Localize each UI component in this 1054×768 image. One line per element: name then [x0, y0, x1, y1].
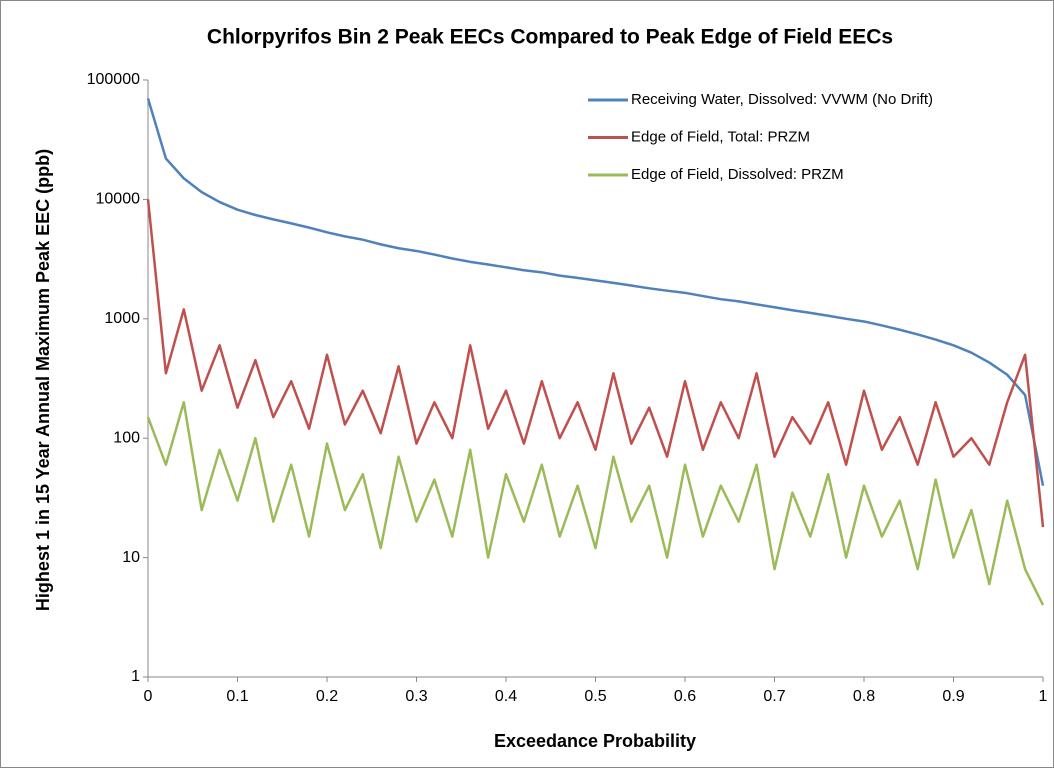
y-tick-label: 1000	[104, 310, 140, 327]
legend-label: Edge of Field, Dissolved: PRZM	[631, 166, 844, 183]
x-tick-label: 1	[1039, 688, 1048, 705]
y-tick-label: 100000	[87, 71, 140, 88]
legend-label: Receiving Water, Dissolved: VVWM (No Dri…	[631, 91, 933, 108]
x-tick-label: 0.7	[763, 688, 785, 705]
x-tick-label: 0.5	[584, 688, 606, 705]
x-tick-label: 0.3	[405, 688, 427, 705]
x-tick-label: 0.9	[942, 688, 964, 705]
x-tick-label: 0.8	[853, 688, 875, 705]
x-axis-title: Exceedance Probability	[494, 731, 696, 751]
y-tick-label: 1	[131, 668, 140, 685]
legend-label: Edge of Field, Total: PRZM	[631, 128, 810, 145]
x-tick-label: 0.2	[316, 688, 338, 705]
series-line	[146, 98, 1045, 486]
y-axis-title: Highest 1 in 15 Year Annual Maximum Peak…	[33, 149, 53, 611]
series-line	[146, 401, 1045, 606]
x-tick-label: 0	[144, 688, 153, 705]
chart-title: Chlorpyrifos Bin 2 Peak EECs Compared to…	[207, 26, 893, 49]
x-tick-label: 0.4	[495, 688, 517, 705]
y-tick-label: 10000	[96, 191, 141, 208]
x-tick-label: 0.1	[226, 688, 248, 705]
x-tick-label: 0.6	[674, 688, 696, 705]
y-tick-label: 100	[113, 429, 140, 446]
y-tick-label: 10	[122, 549, 140, 566]
series-line	[146, 199, 1045, 528]
